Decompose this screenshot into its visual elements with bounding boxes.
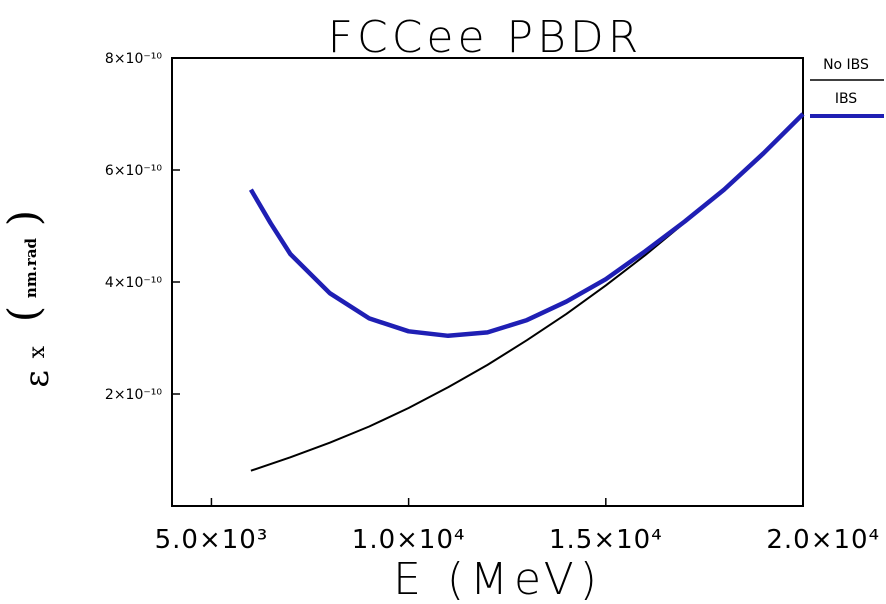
legend-label-ibs: IBS xyxy=(835,91,857,107)
y-tick-label: 4×10⁻¹⁰ xyxy=(105,275,162,291)
chart-title: FCCee PBDR xyxy=(328,12,643,63)
legend-label-no-ibs: No IBS xyxy=(823,57,869,73)
y-tick-label: 6×10⁻¹⁰ xyxy=(105,163,162,179)
series-layer xyxy=(251,114,803,471)
y-axis-ticks: 2×10⁻¹⁰ 4×10⁻¹⁰ 6×10⁻¹⁰ 8×10⁻¹⁰ xyxy=(105,51,180,403)
y-axis-label: ε x ( nm.rad ) xyxy=(0,210,57,388)
y-tick-label: 8×10⁻¹⁰ xyxy=(105,51,162,67)
series-line-no-ibs xyxy=(251,114,803,471)
y-axis-label-subscript: x xyxy=(25,345,50,358)
legend: No IBS IBS xyxy=(810,57,884,116)
series-line-ibs xyxy=(251,114,803,336)
y-axis-unit-paren-close: ) xyxy=(0,210,48,226)
x-tick-label: 1.5×10⁴ xyxy=(549,525,663,555)
x-axis-label: E (MeV) xyxy=(393,554,603,604)
y-tick-label: 2×10⁻¹⁰ xyxy=(105,387,162,403)
y-axis-unit-paren-open: ( xyxy=(0,306,48,322)
x-tick-label: 1.0×10⁴ xyxy=(352,525,466,555)
plot-frame xyxy=(172,58,803,506)
x-tick-label: 5.0×10³ xyxy=(155,525,269,555)
y-axis-label-symbol: ε xyxy=(17,370,57,388)
x-tick-label: 2.0×10⁴ xyxy=(766,525,880,555)
y-axis-label-unit: nm.rad xyxy=(22,237,40,298)
